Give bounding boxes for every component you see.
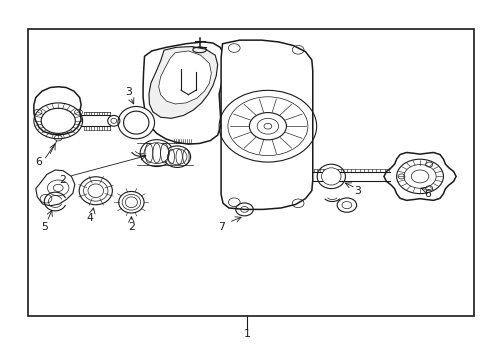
Text: 2: 2 xyxy=(60,175,66,185)
Text: 1: 1 xyxy=(243,329,250,339)
Ellipse shape xyxy=(140,140,173,167)
Text: 5: 5 xyxy=(41,222,48,231)
Polygon shape xyxy=(143,42,224,144)
Polygon shape xyxy=(149,46,217,118)
Ellipse shape xyxy=(118,107,154,139)
Polygon shape xyxy=(383,153,455,201)
Text: 7: 7 xyxy=(217,222,224,231)
Ellipse shape xyxy=(119,192,144,213)
Ellipse shape xyxy=(163,146,190,167)
Polygon shape xyxy=(34,87,81,135)
Ellipse shape xyxy=(122,194,141,210)
Ellipse shape xyxy=(83,180,108,201)
Ellipse shape xyxy=(79,177,112,205)
Text: 3: 3 xyxy=(125,87,132,97)
Polygon shape xyxy=(158,51,211,104)
Text: 2: 2 xyxy=(128,222,135,231)
Ellipse shape xyxy=(123,111,149,134)
Ellipse shape xyxy=(144,143,169,163)
Text: 3: 3 xyxy=(353,186,360,197)
Bar xyxy=(27,30,473,316)
Text: 6: 6 xyxy=(35,157,42,167)
Ellipse shape xyxy=(321,168,340,185)
Text: 4: 4 xyxy=(86,213,93,222)
Ellipse shape xyxy=(317,164,345,189)
Polygon shape xyxy=(221,40,312,210)
Text: 6: 6 xyxy=(423,189,430,199)
Polygon shape xyxy=(36,170,75,206)
